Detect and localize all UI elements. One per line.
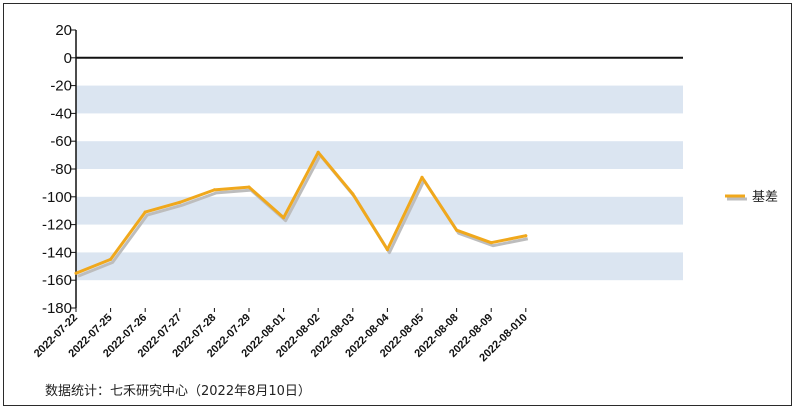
data-point (143, 210, 147, 214)
legend: 基差 (725, 190, 778, 205)
background-band (76, 252, 683, 281)
y-tick-label: -140 (42, 244, 72, 261)
y-tick-label: 0 (64, 50, 72, 67)
background-band (76, 141, 683, 169)
series-segment (247, 185, 286, 220)
series-segment (316, 150, 355, 196)
data-point (385, 248, 389, 252)
data-point (74, 271, 78, 275)
series-segment (455, 228, 493, 245)
y-tick-label: -40 (50, 105, 72, 122)
data-point (455, 228, 459, 232)
y-tick-label: -60 (50, 133, 72, 150)
data-point (524, 234, 528, 238)
x-axis-ticks: 2022-07-222022-07-252022-07-262022-07-27… (32, 308, 530, 364)
y-tick-label: -20 (50, 78, 72, 95)
background-band (76, 196, 683, 225)
y-tick-label: -80 (50, 161, 72, 178)
data-point (178, 200, 182, 204)
data-point (420, 175, 424, 179)
series-segment (351, 192, 389, 252)
data-point (351, 192, 355, 196)
data-source-note: 数据统计：七禾研究中心（2022年8月10日） (45, 384, 311, 399)
data-point (316, 150, 320, 154)
background-band (76, 85, 683, 114)
series-segment (74, 257, 113, 275)
series-segment (178, 188, 216, 204)
y-tick-label: -120 (42, 217, 72, 234)
series-segment (143, 200, 182, 214)
series-segment (385, 175, 424, 252)
series-segment (109, 210, 147, 261)
legend-label: 基差 (752, 190, 778, 205)
series-line-basis (74, 150, 528, 275)
data-point (247, 185, 251, 189)
data-point (212, 188, 216, 192)
data-point (109, 257, 113, 261)
y-axis-ticks: 20 0 -20 -40 -60 -80 -100 -120 -140 -160 -180 (42, 22, 76, 317)
data-point (489, 241, 493, 245)
series-segment (420, 175, 459, 232)
y-tick-label: 20 (55, 22, 72, 39)
series-segment (282, 150, 320, 220)
series-segment (489, 234, 528, 245)
y-tick-label: -160 (42, 272, 72, 289)
series-segment (212, 185, 251, 192)
data-point (282, 216, 286, 220)
y-tick-label: -180 (42, 300, 72, 317)
y-tick-label: -100 (42, 189, 72, 206)
background-bands (76, 85, 683, 281)
